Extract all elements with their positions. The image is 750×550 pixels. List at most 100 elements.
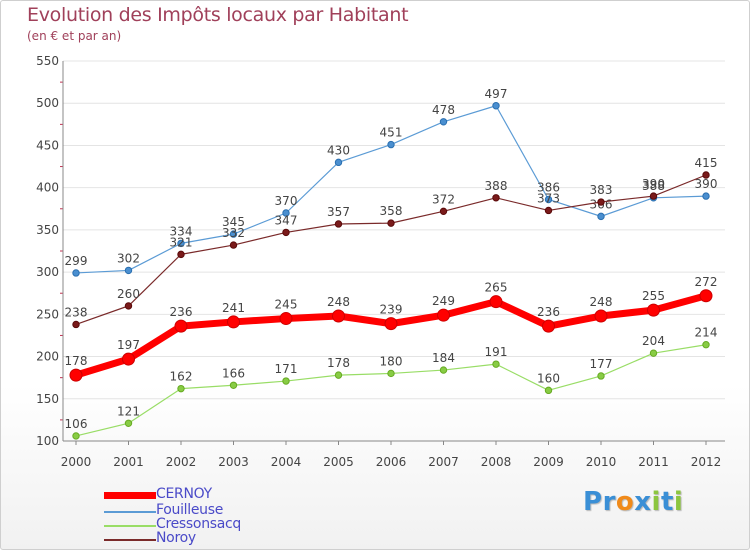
data-label-fouilleuse: 388 xyxy=(642,179,665,193)
data-label-cressonsacq: 121 xyxy=(117,404,140,418)
chart-title: Evolution des Impôts locaux par Habitant xyxy=(27,4,409,26)
x-tick-label: 2010 xyxy=(586,455,617,469)
logo-letter: i xyxy=(673,487,684,517)
data-label-fouilleuse: 345 xyxy=(222,215,245,229)
chart-subtitle: (en € et par an) xyxy=(27,29,122,43)
data-point-cressonsacq xyxy=(387,369,395,378)
data-point-cressonsacq xyxy=(492,360,500,368)
data-point-cernoy xyxy=(69,368,83,382)
data-point-fouilleuse xyxy=(282,209,290,217)
data-label-cernoy: 239 xyxy=(380,303,403,317)
data-point-noroy xyxy=(177,250,185,259)
data-label-noroy: 372 xyxy=(432,192,455,206)
proxiti-logo: Proxiti xyxy=(583,487,683,517)
data-point-cressonsacq xyxy=(544,386,553,395)
legend-swatch xyxy=(104,492,156,499)
data-label-fouilleuse: 334 xyxy=(170,224,193,238)
data-label-fouilleuse: 386 xyxy=(537,180,560,194)
data-point-noroy xyxy=(544,206,553,215)
data-label-cressonsacq: 214 xyxy=(695,326,718,340)
x-tick-label: 2004 xyxy=(271,455,302,469)
x-tick-label: 2002 xyxy=(166,455,197,469)
y-tick-label: 350 xyxy=(36,223,59,237)
data-label-fouilleuse: 478 xyxy=(432,103,455,117)
logo-letter: x xyxy=(634,487,652,517)
data-label-cernoy: 245 xyxy=(275,298,298,312)
data-point-fouilleuse xyxy=(72,269,80,277)
x-tick-label: 2003 xyxy=(218,455,249,469)
x-tick-label: 2009 xyxy=(533,455,564,469)
data-point-noroy xyxy=(72,320,80,329)
legend-label: Cressonsacq xyxy=(156,516,242,532)
data-label-cernoy: 197 xyxy=(117,338,140,352)
legend-swatch xyxy=(104,511,156,513)
legend-label: Fouilleuse xyxy=(156,502,224,518)
data-point-cressonsacq xyxy=(439,366,448,374)
data-point-noroy xyxy=(649,192,658,200)
legend-swatch xyxy=(104,525,156,527)
data-point-fouilleuse xyxy=(597,212,605,221)
logo-letter: r xyxy=(602,487,616,517)
x-tick-label: 2011 xyxy=(638,455,669,469)
data-point-cernoy xyxy=(647,303,660,317)
x-tick-label: 2005 xyxy=(323,455,354,469)
data-label-noroy: 347 xyxy=(275,213,298,227)
data-point-fouilleuse xyxy=(387,140,395,149)
data-label-fouilleuse: 302 xyxy=(117,251,140,265)
data-label-cernoy: 248 xyxy=(327,295,350,309)
data-label-fouilleuse: 451 xyxy=(380,126,403,140)
data-label-cernoy: 272 xyxy=(695,275,718,289)
data-point-fouilleuse xyxy=(334,158,343,167)
data-point-fouilleuse xyxy=(439,118,448,126)
data-point-cressonsacq xyxy=(334,371,343,379)
y-tick-label: 450 xyxy=(36,138,59,152)
data-point-noroy xyxy=(439,207,448,216)
y-tick-label: 200 xyxy=(36,350,59,364)
data-label-cernoy: 249 xyxy=(432,294,455,308)
data-point-cernoy xyxy=(174,319,188,333)
data-point-noroy xyxy=(282,228,290,237)
x-tick-label: 2007 xyxy=(428,455,459,469)
data-point-cressonsacq xyxy=(177,384,185,393)
data-point-fouilleuse xyxy=(544,195,553,204)
legend-swatch xyxy=(104,539,156,541)
data-label-noroy: 358 xyxy=(380,204,403,218)
x-tick-label: 2000 xyxy=(61,455,92,469)
x-tick-label: 2001 xyxy=(113,455,144,469)
data-label-noroy: 383 xyxy=(590,183,613,197)
data-label-fouilleuse: 390 xyxy=(695,177,718,191)
data-label-noroy: 388 xyxy=(485,179,508,193)
logo-letter: o xyxy=(615,487,635,517)
data-point-cernoy xyxy=(489,295,503,309)
x-tick-label: 2008 xyxy=(481,455,512,469)
y-tick-label: 250 xyxy=(36,307,59,321)
logo-letter: i xyxy=(651,487,661,517)
data-point-cernoy xyxy=(332,309,345,323)
data-point-noroy xyxy=(334,220,343,228)
data-label-cressonsacq: 166 xyxy=(222,366,245,380)
data-point-cressonsacq xyxy=(702,341,710,349)
data-label-cressonsacq: 184 xyxy=(432,351,455,365)
data-point-noroy xyxy=(229,241,238,249)
data-label-cressonsacq: 162 xyxy=(170,370,193,384)
data-point-cernoy xyxy=(279,312,293,326)
data-label-cernoy: 248 xyxy=(590,295,613,309)
data-label-fouilleuse: 299 xyxy=(65,254,88,268)
data-label-fouilleuse: 370 xyxy=(275,194,298,208)
y-tick-label: 500 xyxy=(36,96,59,110)
data-point-cressonsacq xyxy=(597,372,605,380)
data-point-fouilleuse xyxy=(492,102,500,110)
data-point-noroy xyxy=(387,219,395,227)
data-label-cernoy: 265 xyxy=(485,281,508,295)
y-tick-label: 100 xyxy=(36,434,59,448)
data-point-cernoy xyxy=(699,289,713,303)
data-label-noroy: 390 xyxy=(642,177,665,191)
logo-letter: t xyxy=(660,487,674,517)
data-label-cressonsacq: 177 xyxy=(590,357,613,371)
data-point-cernoy xyxy=(227,315,240,329)
data-point-cressonsacq xyxy=(649,349,658,357)
data-point-noroy xyxy=(492,194,500,202)
data-point-fouilleuse xyxy=(229,230,238,238)
data-label-cernoy: 236 xyxy=(170,305,193,319)
data-point-noroy xyxy=(124,302,133,310)
